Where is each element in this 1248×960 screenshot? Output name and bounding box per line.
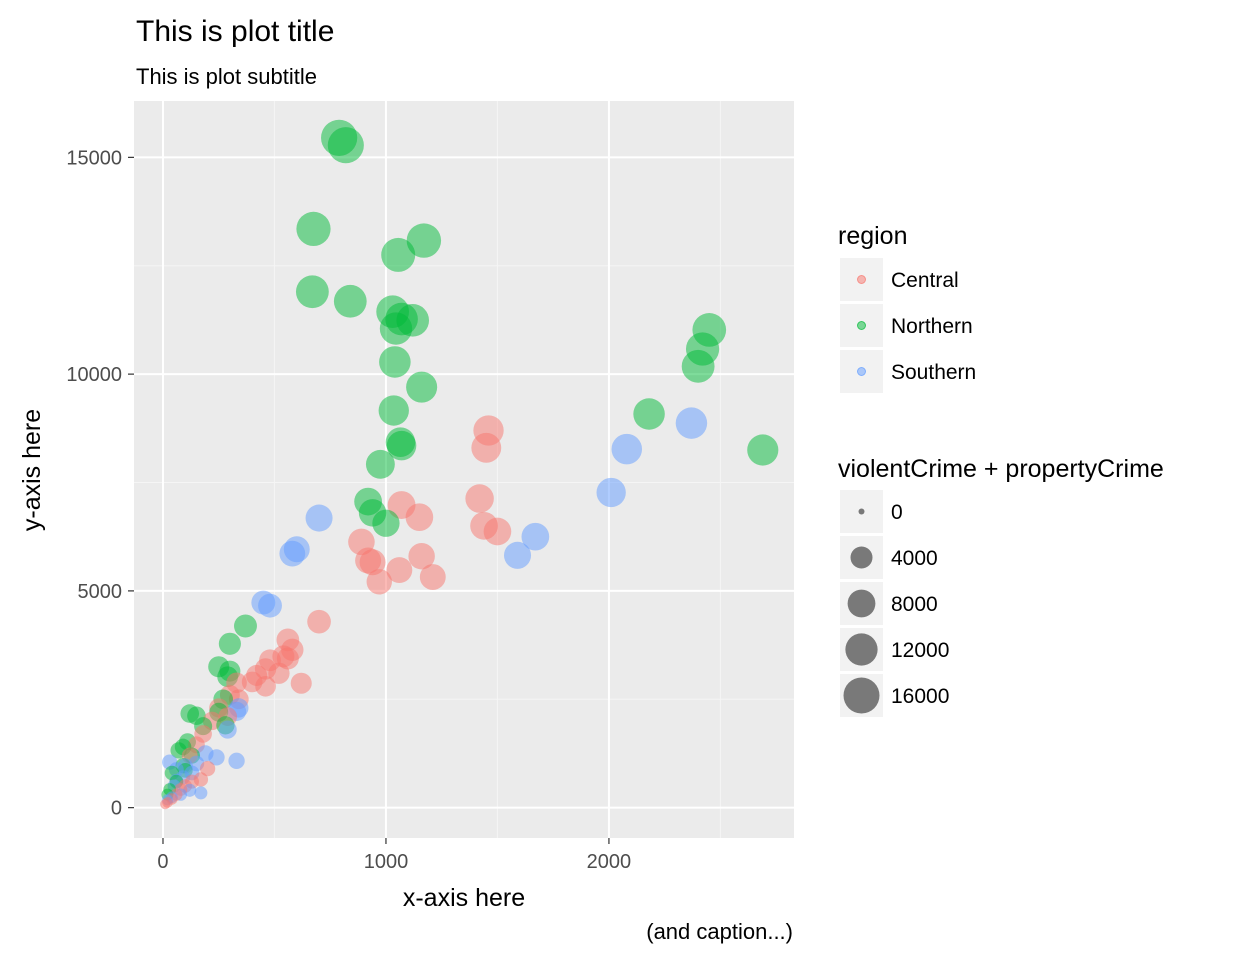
data-point-central [419,564,446,590]
data-point-northern [234,614,257,638]
data-point-northern [372,509,400,537]
size-label-4000: 4000 [891,547,938,570]
data-point-southern [596,477,626,508]
plot-caption: (and caption...) [646,919,793,944]
data-point-southern [228,752,245,769]
data-point-southern [305,504,333,532]
data-point-northern [379,346,411,378]
data-point-central [405,503,434,531]
data-point-central [359,549,386,576]
data-point-northern [365,449,395,479]
data-points [160,119,779,810]
size-legend-title: violentCrime + propertyCrime [838,455,1164,483]
legend-key-central [857,275,866,284]
size-key-12000 [845,633,878,666]
data-point-central [386,557,413,584]
y-axis-label: y-axis here [18,409,46,531]
size-legend-keys: 0 4000 8000 12000 16000 [840,490,949,717]
size-label-16000: 16000 [891,685,949,708]
data-point-northern [386,430,417,461]
axis-ticks: 0 1000 2000 0 5000 10000 15000 [66,147,631,873]
legend-key-southern [857,367,866,376]
data-point-central [255,675,276,697]
size-legend: violentCrime + propertyCrime 0 4000 8000 12… [838,455,1164,717]
data-point-northern [633,398,665,430]
data-point-central [290,672,312,694]
data-point-northern [296,211,331,246]
data-point-northern [681,349,715,383]
x-axis-label: x-axis here [403,884,525,912]
data-point-central [408,542,435,570]
legend-key-northern [857,321,866,330]
data-point-southern [208,749,225,766]
data-point-central [483,517,512,546]
data-point-central [366,569,392,595]
plot-subtitle: This is plot subtitle [136,64,317,89]
data-point-southern [258,593,282,618]
data-point-central [465,484,494,513]
data-point-northern [379,312,413,345]
x-tick-label: 2000 [587,851,632,873]
data-point-northern [747,434,779,466]
y-tick-label: 10000 [66,364,122,386]
legend-label-southern: Southern [891,361,976,384]
y-tick-label: 5000 [78,581,123,603]
size-label-0: 0 [891,501,903,524]
data-point-central [199,760,216,777]
size-key-0 [858,508,865,515]
color-legend-keys: Central Northern Southern [840,258,976,393]
data-point-northern [378,395,409,426]
data-point-central [307,609,331,634]
data-point-southern [503,541,532,569]
size-label-8000: 8000 [891,593,938,616]
data-point-northern [406,223,442,258]
data-point-central [160,799,171,810]
legend-label-central: Central [891,269,959,292]
y-tick-label: 15000 [66,147,122,169]
size-key-8000 [847,589,876,618]
data-point-southern [279,540,306,567]
data-point-southern [218,720,237,739]
data-point-northern [406,371,438,403]
data-point-northern [327,127,364,164]
color-legend: region Central Northern Southern [838,222,976,393]
y-tick-label: 0 [111,798,122,820]
data-point-southern [521,522,550,551]
data-point-central [268,662,290,684]
data-point-southern [194,786,208,800]
color-legend-title: region [838,222,908,250]
size-key-4000 [850,546,873,569]
size-label-12000: 12000 [891,639,949,662]
data-point-northern [218,632,241,655]
x-tick-label: 1000 [364,851,409,873]
data-point-northern [381,237,416,272]
data-point-southern [611,433,643,465]
legend-label-northern: Northern [891,315,973,338]
data-point-northern [333,284,367,318]
x-tick-label: 0 [157,851,168,873]
plot-title: This is plot title [136,15,334,48]
size-key-16000 [843,677,880,714]
data-point-southern [675,407,708,439]
data-point-central [471,432,502,463]
data-point-northern [295,275,329,309]
